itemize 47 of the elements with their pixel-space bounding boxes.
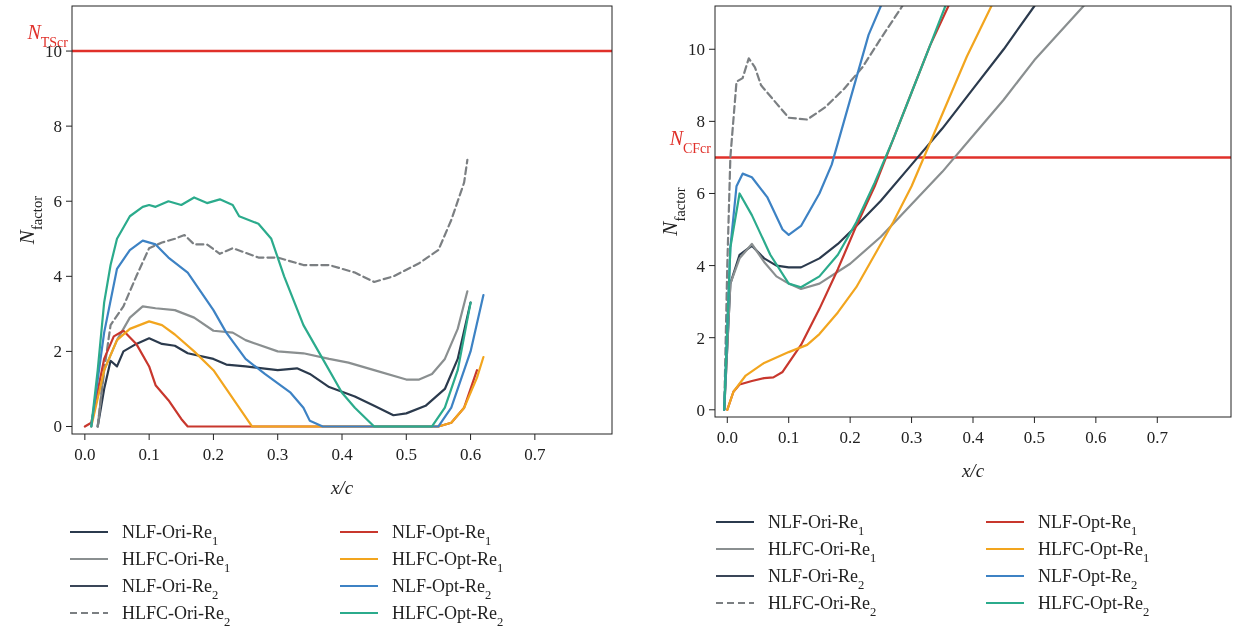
legend-label: NLF-Ori-Re$_{1}$ [122,522,219,548]
x-tick-label: 0.1 [778,428,800,447]
x-axis-title: x/c [960,460,985,481]
y-tick-label: 6 [53,192,62,212]
x-tick-label: 0.4 [962,428,985,447]
y-tick-label: 4 [53,267,63,287]
x-tick-label: 0.5 [395,445,417,464]
legend-label: HLFC-Ori-Re$_{2}$ [122,603,231,629]
x-tick-label: 0.6 [1085,428,1107,447]
x-tick-label: 0.6 [459,445,482,464]
y-tick-label: 10 [688,40,705,60]
y-tick-label: 6 [696,184,705,204]
x-tick-label: 0.7 [1146,428,1169,447]
x-tick-label: 0.3 [267,445,289,464]
x-tick-label: 0.2 [202,445,225,464]
legend-label: NLF-Ori-Re$_{1}$ [768,512,865,538]
x-tick-label: 0.0 [74,445,96,464]
legend-label: HLFC-Ori-Re$_{1}$ [768,539,877,565]
legend-label: HLFC-Opt-Re$_{2}$ [1038,593,1150,619]
y-tick-label: 2 [53,342,62,362]
x-tick-label: 0.5 [1023,428,1046,447]
x-axis-title: x/c [329,477,354,498]
line-series [96,158,469,428]
y-tick-label: 4 [696,256,706,276]
line-series [90,196,472,428]
line-series [90,239,485,428]
y-tick-label: 0 [696,400,705,420]
legend-label: NLF-Opt-Re$_{2}$ [1038,566,1138,592]
y-tick-label: 0 [53,417,62,437]
y-tick-label: 2 [696,328,705,348]
legend-label: HLFC-Ori-Re$_{2}$ [768,593,877,619]
x-tick-label: 0.0 [716,428,738,447]
legend-label: NLF-Opt-Re$_{1}$ [392,522,492,548]
x-tick-label: 0.3 [900,428,923,447]
legend-label: NLF-Opt-Re$_{1}$ [1038,512,1138,538]
x-tick-label: 0.7 [524,445,546,464]
legend-label: HLFC-Opt-Re$_{1}$ [1038,539,1150,565]
x-tick-label: 0.2 [839,428,861,447]
y-tick-label: 8 [53,117,62,137]
legend-label: HLFC-Opt-Re$_{1}$ [392,549,504,575]
x-tick-label: 0.1 [138,445,160,464]
legend-label: NLF-Ori-Re$_{2}$ [122,576,219,602]
legend-label: HLFC-Opt-Re$_{2}$ [392,603,504,629]
legend-label: HLFC-Ori-Re$_{1}$ [122,549,231,575]
x-tick-label: 0.4 [331,445,354,464]
legend-label: NLF-Ori-Re$_{2}$ [768,566,865,592]
legend-label: NLF-Opt-Re$_{2}$ [392,576,492,602]
